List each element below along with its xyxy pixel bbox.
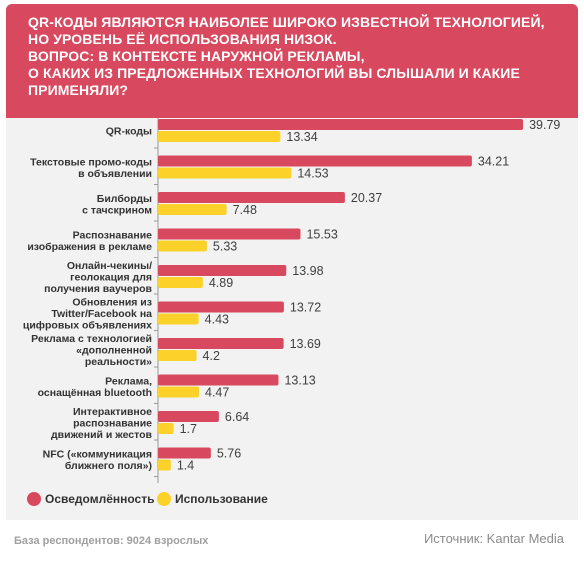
category-label-line: с тачскрином	[82, 204, 152, 216]
bar-chart: QR-коды 39.79 13.34 Текстовые промо-коды в о…	[23, 118, 560, 506]
usage-bar	[158, 167, 292, 179]
value-label: 7.48	[233, 203, 257, 217]
awareness-bar	[158, 301, 284, 313]
category-label-line: Реклама с технологией	[31, 333, 152, 345]
category-label: Онлайн-чекины/геолокация для получения ва…	[44, 260, 152, 295]
category-label-line: в объявлении	[78, 168, 152, 180]
category-label-line: движений и жестов	[51, 429, 153, 441]
value-label: 15.53	[306, 228, 337, 242]
title-line: QR-КОДЫ ЯВЛЯЮТСЯ НАИБОЛЕЕ ШИРОКО ИЗВЕСТН…	[28, 14, 545, 30]
value-label: 4.47	[205, 386, 229, 400]
value-label: 6.64	[225, 410, 249, 424]
value-label: 13.69	[290, 337, 321, 351]
awareness-bar	[158, 228, 301, 240]
category-label: Реклама, оснащённая bluetooth	[38, 375, 152, 399]
category-label: Реклама с технологией «дополненной реально…	[31, 333, 152, 368]
value-label: 4.89	[209, 276, 233, 290]
chart-panel: QR-коды 39.79 13.34 Текстовые промо-коды в о…	[6, 118, 578, 520]
usage-bar	[158, 277, 203, 288]
category-label-line: Распознавание	[73, 229, 153, 241]
data-source: Источник: Kantar Media	[423, 531, 564, 546]
awareness-bar	[158, 338, 284, 349]
usage-bar	[158, 350, 197, 361]
value-label: 5.33	[213, 240, 237, 254]
value-label: 13.72	[290, 301, 321, 315]
chart-title: QR-КОДЫ ЯВЛЯЮТСЯ НАИБОЛЕЕ ШИРОКО ИЗВЕСТН…	[28, 14, 568, 99]
chart-header: QR-КОДЫ ЯВЛЯЮТСЯ НАИБОЛЕЕ ШИРОКО ИЗВЕСТН…	[6, 4, 578, 118]
category-label-line: геолокация для	[70, 272, 152, 284]
value-label: 34.21	[478, 155, 509, 169]
legend-swatch-usage	[157, 492, 171, 506]
value-label: 4.43	[205, 313, 229, 327]
usage-bar	[158, 204, 227, 215]
usage-bar	[158, 423, 174, 434]
category-label-line: получения ваучеров	[44, 283, 152, 295]
category-label-line: Реклама,	[105, 375, 152, 387]
title-line: НО УРОВЕНЬ ЕЁ ИСПОЛЬЗОВАНИЯ НИЗОК.	[28, 31, 337, 47]
usage-bar	[158, 386, 200, 398]
category-label: Билборды с тачскрином	[82, 193, 152, 217]
value-label: 13.34	[286, 130, 317, 144]
category-label-line: распознавание	[73, 418, 152, 430]
value-label: 13.13	[284, 374, 315, 388]
category-label: Интерактивное распознавание движений и жес…	[51, 406, 153, 441]
value-label: 4.2	[203, 349, 220, 363]
category-label-line: Онлайн-чекины/	[67, 260, 152, 272]
category-label-line: Обновления из	[72, 297, 152, 309]
awareness-bar	[158, 155, 472, 167]
category-label-line: QR-коды	[106, 126, 152, 138]
value-label: 5.76	[217, 447, 241, 461]
category-label-line: цифровых объявлениях	[23, 320, 152, 332]
value-label: 1.4	[177, 459, 194, 473]
usage-bar	[158, 240, 207, 252]
title-line: О КАКИХ ИЗ ПРЕДЛОЖЕННЫХ ТЕХНОЛОГИЙ ВЫ СЛ…	[28, 65, 520, 98]
awareness-bar	[158, 374, 279, 386]
value-label: 14.53	[297, 167, 328, 181]
category-label-line: реальности»	[85, 356, 152, 368]
usage-bar	[158, 459, 171, 471]
category-label-line: NFC («коммуникация	[43, 448, 152, 460]
awareness-bar	[158, 411, 219, 422]
category-label-line: оснащённая bluetooth	[38, 387, 152, 399]
value-label: 39.79	[529, 118, 560, 132]
category-label-line: Интерактивное	[73, 406, 152, 418]
value-label: 1.7	[180, 422, 197, 436]
category-label: Обновления из Twitter/Facebook на цифровых…	[23, 297, 152, 332]
category-label-line: изображения в рекламе	[27, 241, 152, 253]
legend-label: Использование	[175, 492, 268, 506]
title-line: ВОПРОС: В КОНТЕКСТЕ НАРУЖНОЙ РЕКЛАМЫ,	[28, 48, 365, 64]
value-label: 13.98	[292, 264, 323, 278]
category-label: Текстовые промо-коды в объявлении	[30, 156, 152, 180]
category-label-line: «дополненной	[76, 345, 152, 357]
awareness-bar	[158, 447, 211, 459]
legend-swatch-awareness	[27, 492, 41, 506]
category-label: Распознавание изображения в рекламе	[27, 229, 152, 253]
category-label-line: Twitter/Facebook на	[51, 308, 152, 320]
usage-bar	[158, 313, 199, 325]
awareness-bar	[158, 119, 524, 130]
category-label-line: Текстовые промо-коды	[30, 156, 152, 168]
category-label: QR-коды	[106, 126, 152, 138]
category-label-line: Билборды	[97, 193, 152, 205]
category-label-line: ближнего поля»)	[65, 460, 152, 472]
respondent-base: База респондентов: 9024 взрослых	[14, 535, 209, 547]
awareness-bar	[158, 265, 287, 276]
value-label: 20.37	[351, 191, 382, 205]
awareness-bar	[158, 192, 345, 203]
legend-label: Осведомлённость	[45, 492, 154, 506]
usage-bar	[158, 131, 281, 142]
category-label: NFC («коммуникация ближнего поля»)	[43, 448, 152, 472]
